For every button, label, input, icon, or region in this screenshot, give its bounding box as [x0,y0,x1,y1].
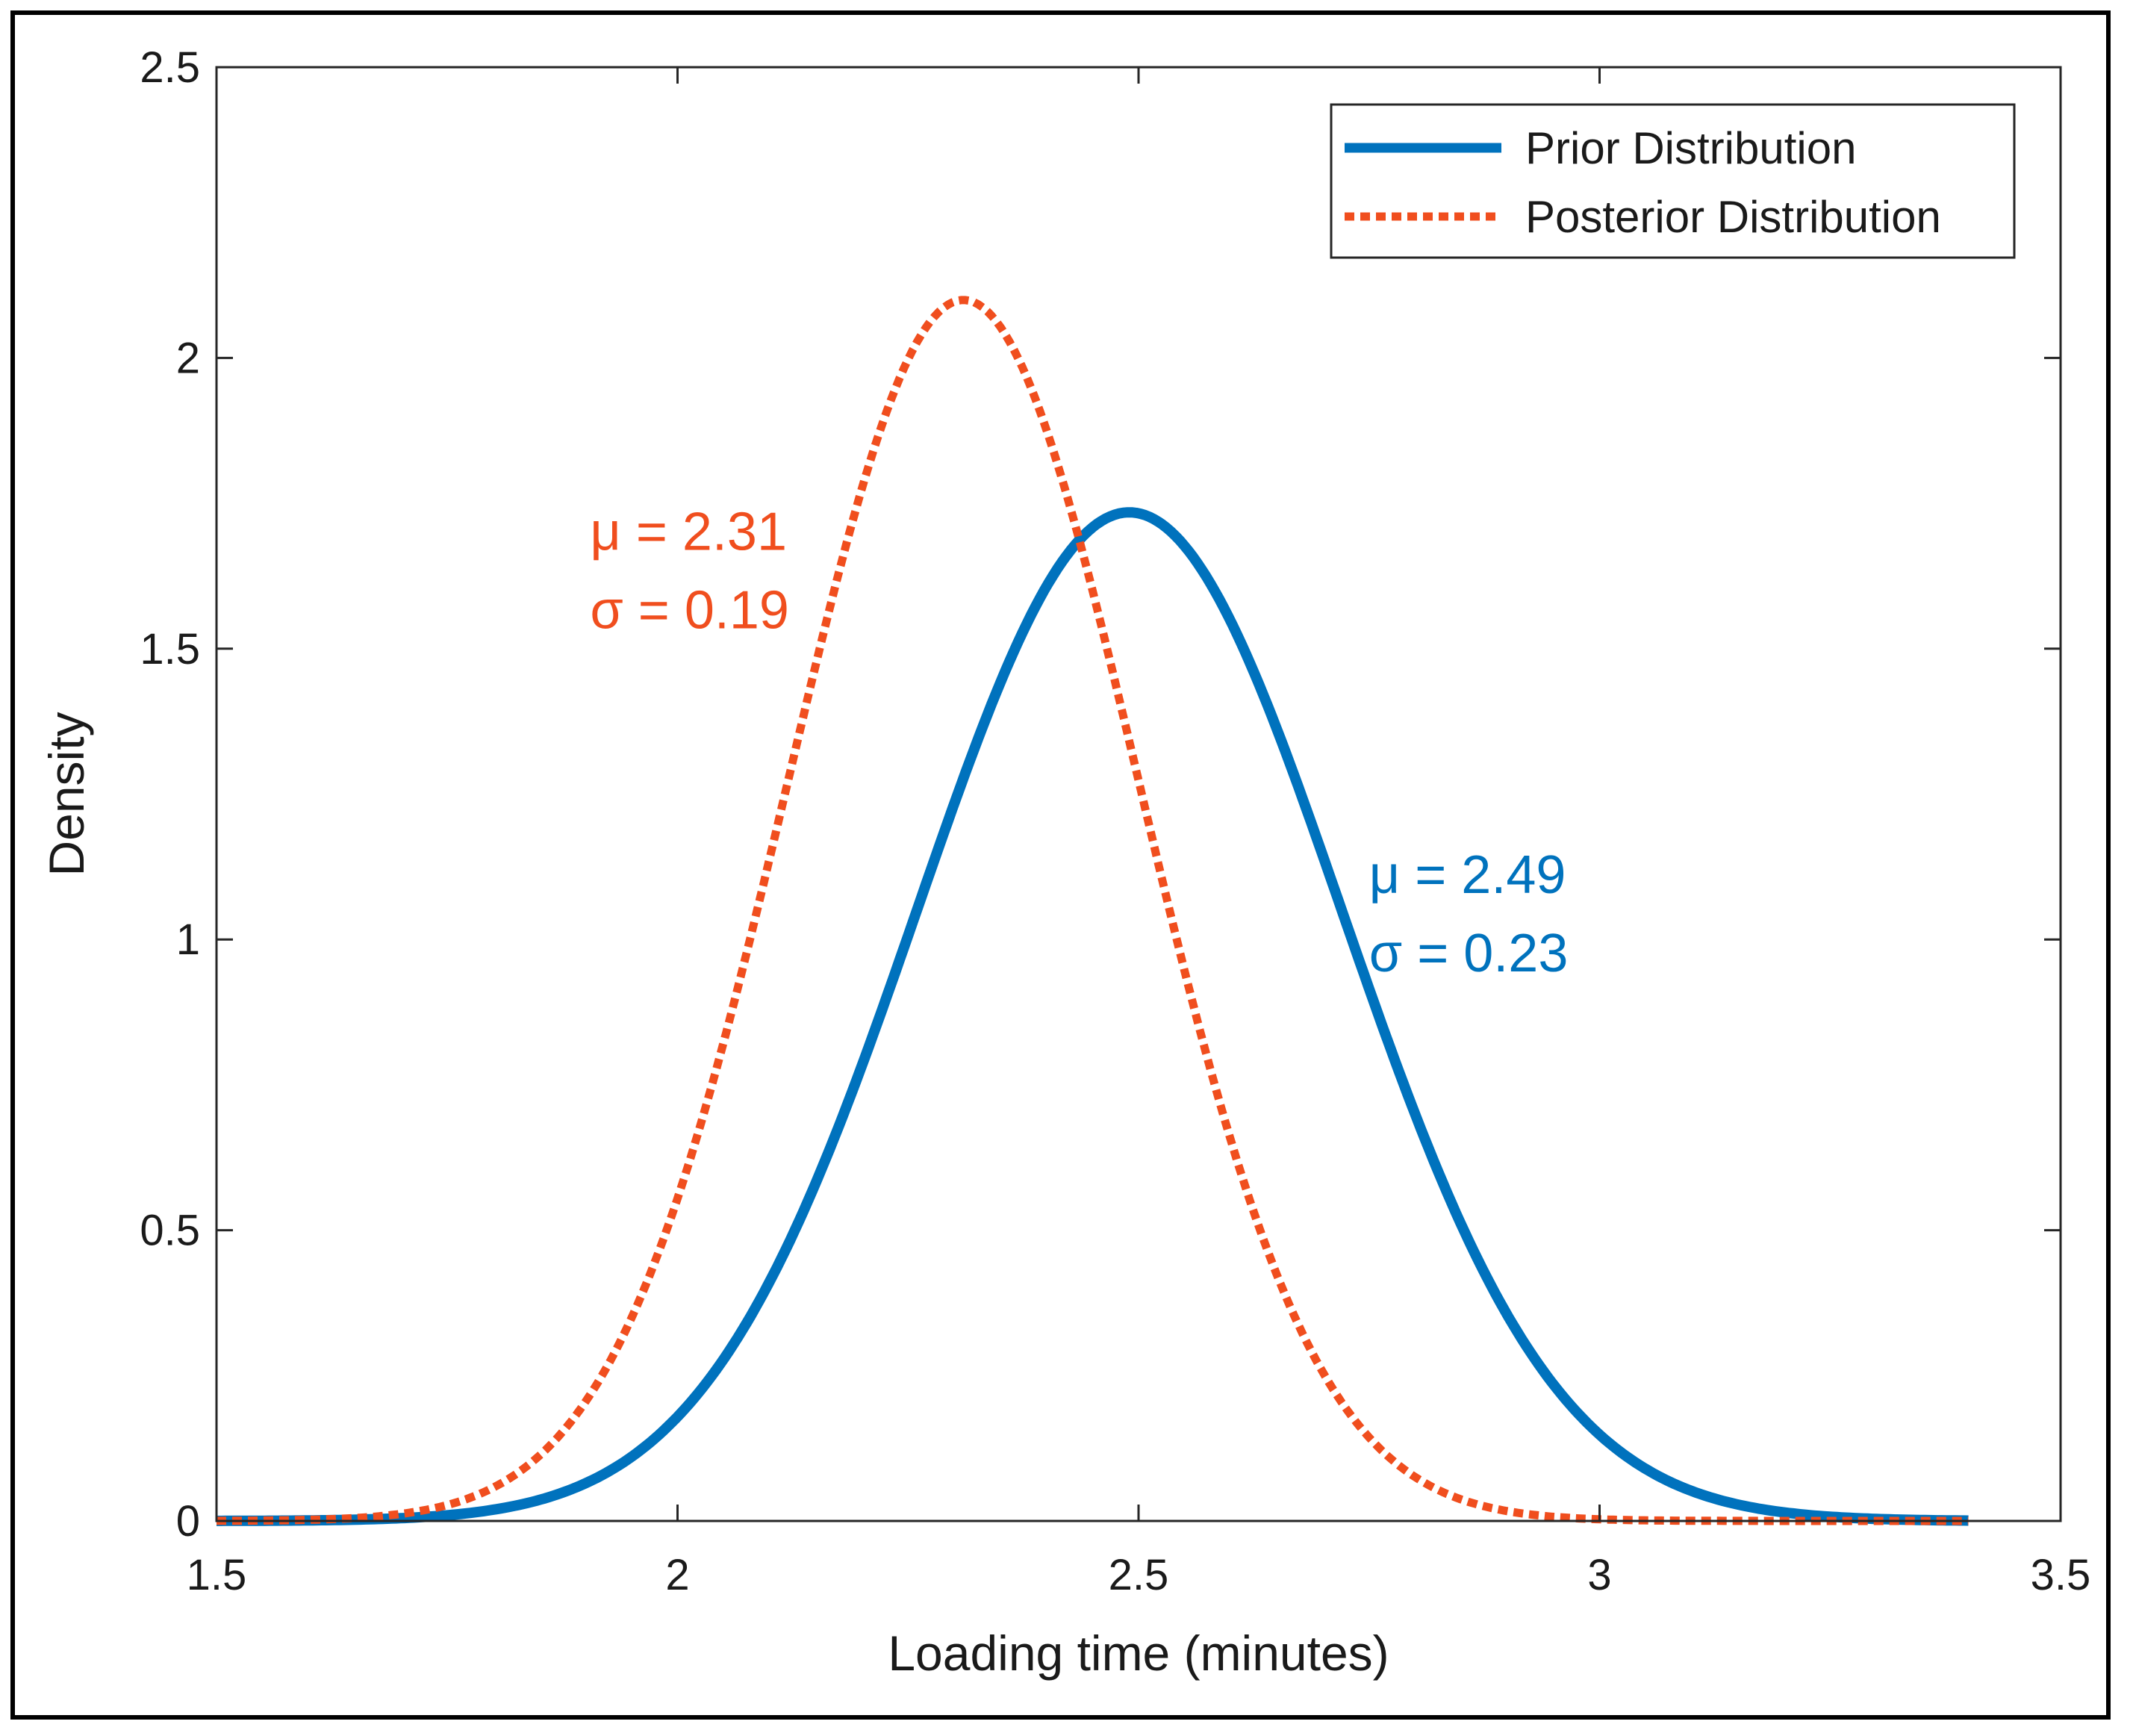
x-tick-label: 2 [665,1551,689,1599]
annot-layer: μ = 2.31 σ = 0.19 μ = 2.49 σ = 0.23 [590,502,1568,983]
y-tick-label: 1.5 [140,625,200,673]
x-tick-label: 3 [1587,1551,1611,1599]
y-tick-label: 2 [176,334,200,382]
legend-box [1330,103,2016,259]
x-tick-label: 1.5 [187,1551,247,1599]
y-tick-label: 0 [176,1497,200,1546]
x-tick-label: 3.5 [2031,1551,2091,1599]
legend-label-posterior: Posterior Distribution [1525,192,1941,242]
x-axis-title: Loading time (minutes) [888,1625,1389,1681]
y-tick-label: 1 [176,915,200,964]
annotation-mu-prior: μ = 2.49 [1369,845,1566,905]
x-tick-label: 2.5 [1109,1551,1169,1599]
y-axis-title: Density [39,712,94,876]
y-tick-label: 2.5 [140,43,200,92]
legend-layer: Prior Distribution Posterior Distribution [1330,103,2016,259]
y-tick-label: 0.5 [140,1207,200,1255]
annotation-sigma-prior: σ = 0.23 [1369,924,1569,983]
figure-frame: 1.5 2 2.5 3 3.5 0 0.5 1 1.5 2 2.5 μ = 2.31 σ = 0.19… [10,10,2111,1720]
annotation-mu-posterior: μ = 2.31 [590,502,787,561]
title-layer: Loading time (minutes) Density [39,712,1389,1681]
tick-layer: 1.5 2 2.5 3 3.5 0 0.5 1 1.5 2 2.5 [140,43,2090,1599]
series-line-prior [215,507,1969,1526]
annotation-sigma-posterior: σ = 0.19 [590,580,789,640]
legend-label-prior: Prior Distribution [1525,123,1856,173]
chart: 1.5 2 2.5 3 3.5 0 0.5 1 1.5 2 2.5 μ = 2.31 σ = 0.19… [39,43,2090,1681]
